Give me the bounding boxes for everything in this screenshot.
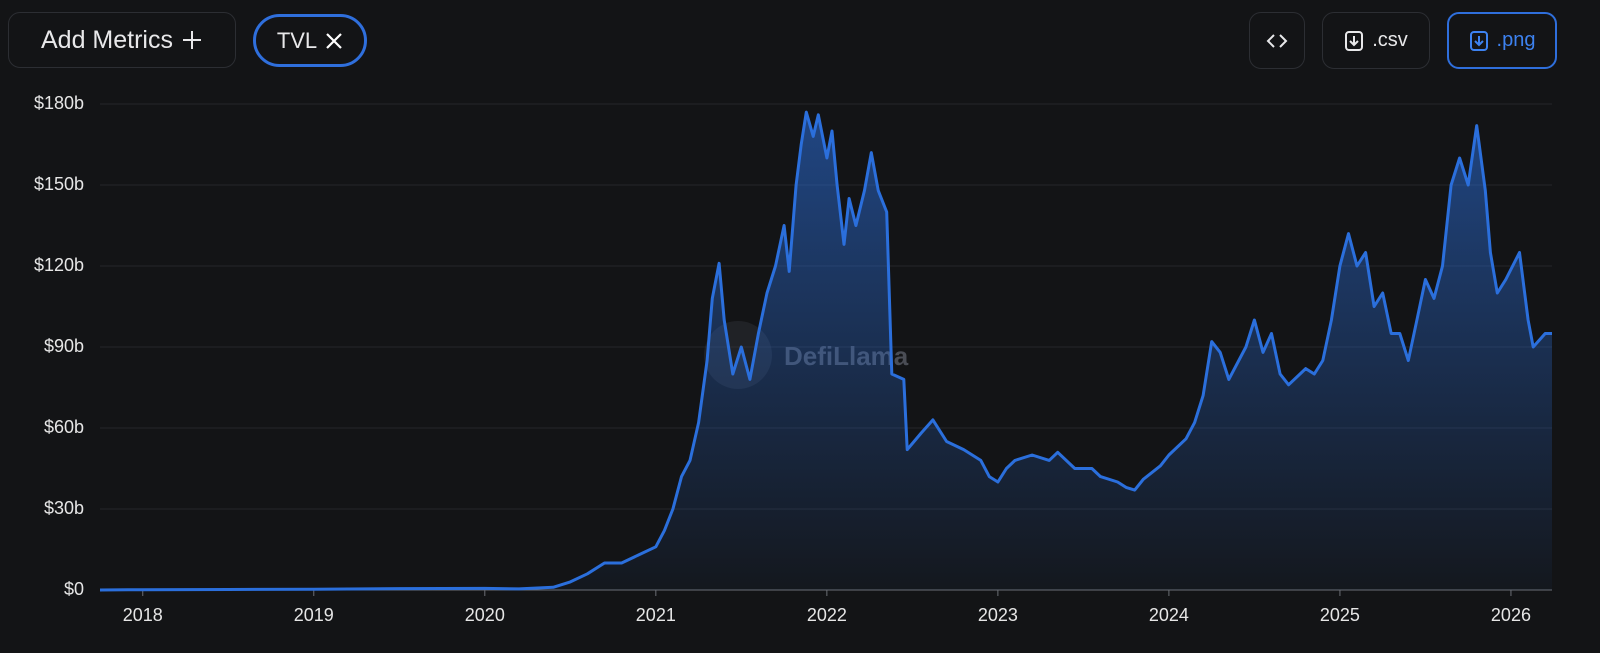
code-icon — [1266, 33, 1288, 48]
embed-button[interactable] — [1249, 12, 1305, 69]
y-tick-label: $90b — [44, 336, 84, 356]
download-icon — [1345, 30, 1364, 51]
x-tick-label: 2024 — [1149, 605, 1189, 625]
metric-chip-label: TVL — [276, 27, 318, 53]
x-tick-label: 2021 — [636, 605, 676, 625]
x-tick-label: 2026 — [1491, 605, 1531, 625]
watermark: DefiLlama — [784, 341, 909, 371]
plus-icon — [182, 31, 201, 49]
watermark-logo — [704, 321, 772, 389]
metric-chip[interactable]: TVL — [253, 14, 367, 67]
add-metrics-button[interactable]: Add Metrics — [8, 12, 236, 68]
png-button[interactable]: .png — [1447, 12, 1557, 69]
y-tick-label: $60b — [44, 417, 84, 437]
y-tick-label: $120b — [34, 255, 84, 275]
csv-button[interactable]: .csv — [1322, 12, 1430, 69]
add-metrics-label: Add Metrics — [41, 25, 173, 54]
area — [100, 112, 1552, 590]
download-icon — [1469, 30, 1488, 51]
csv-label: .csv — [1372, 29, 1408, 51]
line — [99, 110, 1552, 592]
close-icon[interactable] — [325, 32, 343, 50]
x-tick-label: 2018 — [123, 605, 163, 625]
y-tick-label: $150b — [34, 174, 84, 194]
x-tick-label: 2020 — [465, 605, 505, 625]
x-tick-label: 2025 — [1320, 605, 1360, 625]
y-tick-label: $180b — [34, 93, 84, 113]
y-tick-label: $0 — [64, 579, 84, 599]
x-tick-label: 2019 — [294, 605, 334, 625]
png-label: .png — [1496, 29, 1536, 51]
x-tick-label: 2022 — [807, 605, 847, 625]
y-tick-label: $30b — [44, 498, 84, 518]
x-tick-label: 2023 — [978, 605, 1018, 625]
